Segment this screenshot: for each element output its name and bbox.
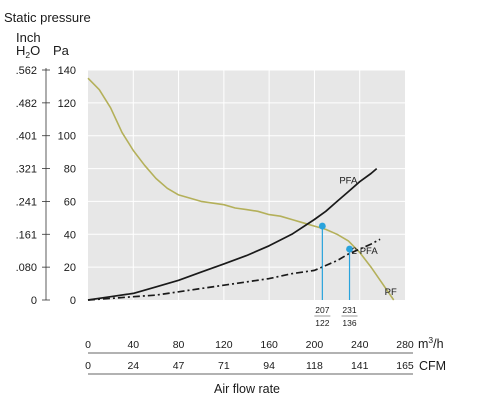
y-tick-inch-1: .482 bbox=[16, 98, 37, 110]
y-unit-inch-label: Inch bbox=[16, 30, 41, 45]
y-tick-inch-3: .321 bbox=[16, 164, 37, 176]
x-tick-cfm-4: 94 bbox=[263, 360, 275, 372]
y-tick-pa-3: 80 bbox=[64, 164, 76, 176]
marker-point-1 bbox=[346, 245, 353, 253]
y-tick-inch-7: 0 bbox=[31, 295, 37, 307]
y-tick-inch-6: .080 bbox=[16, 262, 37, 274]
x-tick-cfm-2: 47 bbox=[173, 360, 185, 372]
series-label-pf: PF bbox=[385, 287, 397, 298]
chart-title: Static pressure bbox=[4, 10, 91, 25]
y-tick-inch-0: .562 bbox=[16, 65, 37, 77]
y-unit-h-part: H bbox=[16, 43, 25, 58]
y-unit-h2o-label: H2O bbox=[16, 43, 40, 60]
x-tick-m3h-5: 200 bbox=[306, 339, 324, 351]
x-tick-cfm-6: 141 bbox=[351, 360, 369, 372]
x-tick-m3h-0: 0 bbox=[85, 339, 91, 351]
y-unit-pa-label: Pa bbox=[53, 43, 70, 58]
marker-label-207-top: 207 bbox=[315, 305, 329, 315]
y-ticks: .562 140 .482 120 .401 100 .321 80 .241 60 .161 40.… bbox=[16, 65, 76, 307]
x-tick-cfm-3: 71 bbox=[218, 360, 230, 372]
plot-background bbox=[88, 70, 405, 300]
x-unit-m3h: m3/h bbox=[418, 335, 444, 351]
grid bbox=[88, 69, 405, 300]
series-line-pf bbox=[87, 77, 395, 301]
x-tick-cfm-0: 0 bbox=[85, 360, 91, 372]
x-tick-m3h-1: 40 bbox=[127, 339, 139, 351]
y-unit-subscript: 2 bbox=[25, 50, 30, 60]
x-unit-cfm: CFM bbox=[419, 359, 446, 373]
y-tick-inch-5: .161 bbox=[16, 229, 37, 241]
x-ticks-cfm: 0 24 47 71 94 118 141 165 bbox=[85, 360, 414, 372]
y-unit-o-part: O bbox=[30, 43, 40, 58]
x-tick-cfm-5: 118 bbox=[306, 360, 323, 372]
y-tick-inch-2: .401 bbox=[16, 131, 37, 143]
x-tick-m3h-4: 160 bbox=[260, 339, 278, 351]
y-tick-pa-7: 0 bbox=[70, 295, 76, 307]
marker-label-231-bottom: 136 bbox=[342, 318, 356, 328]
x-tick-m3h-6: 240 bbox=[351, 339, 369, 351]
y-tick-pa-1: 120 bbox=[58, 98, 76, 110]
y-tick-pa-4: 60 bbox=[64, 196, 76, 208]
marker-label-231-top: 231 bbox=[342, 305, 356, 315]
y-tick-pa-6: 20 bbox=[64, 262, 76, 274]
x-tick-m3h-7: 280 bbox=[396, 339, 414, 351]
x-unit-m3h-tail: /h bbox=[433, 337, 443, 351]
series-line-2-pfa bbox=[87, 238, 381, 301]
y-tick-inch-4: .241 bbox=[16, 196, 37, 208]
x-axis-label: Air flow rate bbox=[214, 382, 280, 396]
markers bbox=[318, 222, 353, 300]
y-tick-pa-2: 100 bbox=[58, 131, 76, 143]
x-unit-m3h-base: m bbox=[418, 337, 428, 351]
x-ticks-m3h: 0 40 80 120 160 200 240 280 bbox=[85, 339, 414, 351]
series-line-pfa bbox=[87, 167, 378, 301]
x-tick-cfm-7: 165 bbox=[396, 360, 414, 372]
x-tick-m3h-3: 120 bbox=[215, 339, 233, 351]
series-lines bbox=[87, 77, 395, 301]
y-tick-pa-5: 40 bbox=[64, 229, 76, 241]
marker-point-0 bbox=[318, 222, 326, 230]
x-tick-m3h-2: 80 bbox=[173, 339, 185, 351]
x-unit-m3h-sup: 3 bbox=[428, 335, 433, 345]
marker-label-207-bottom: 122 bbox=[315, 318, 329, 328]
x-tick-cfm-1: 24 bbox=[127, 360, 139, 372]
y-tick-pa-0: 140 bbox=[58, 65, 76, 77]
series-label-2pfa: 2 PFA bbox=[352, 246, 379, 257]
series-label-pfa: PFA bbox=[339, 175, 358, 186]
